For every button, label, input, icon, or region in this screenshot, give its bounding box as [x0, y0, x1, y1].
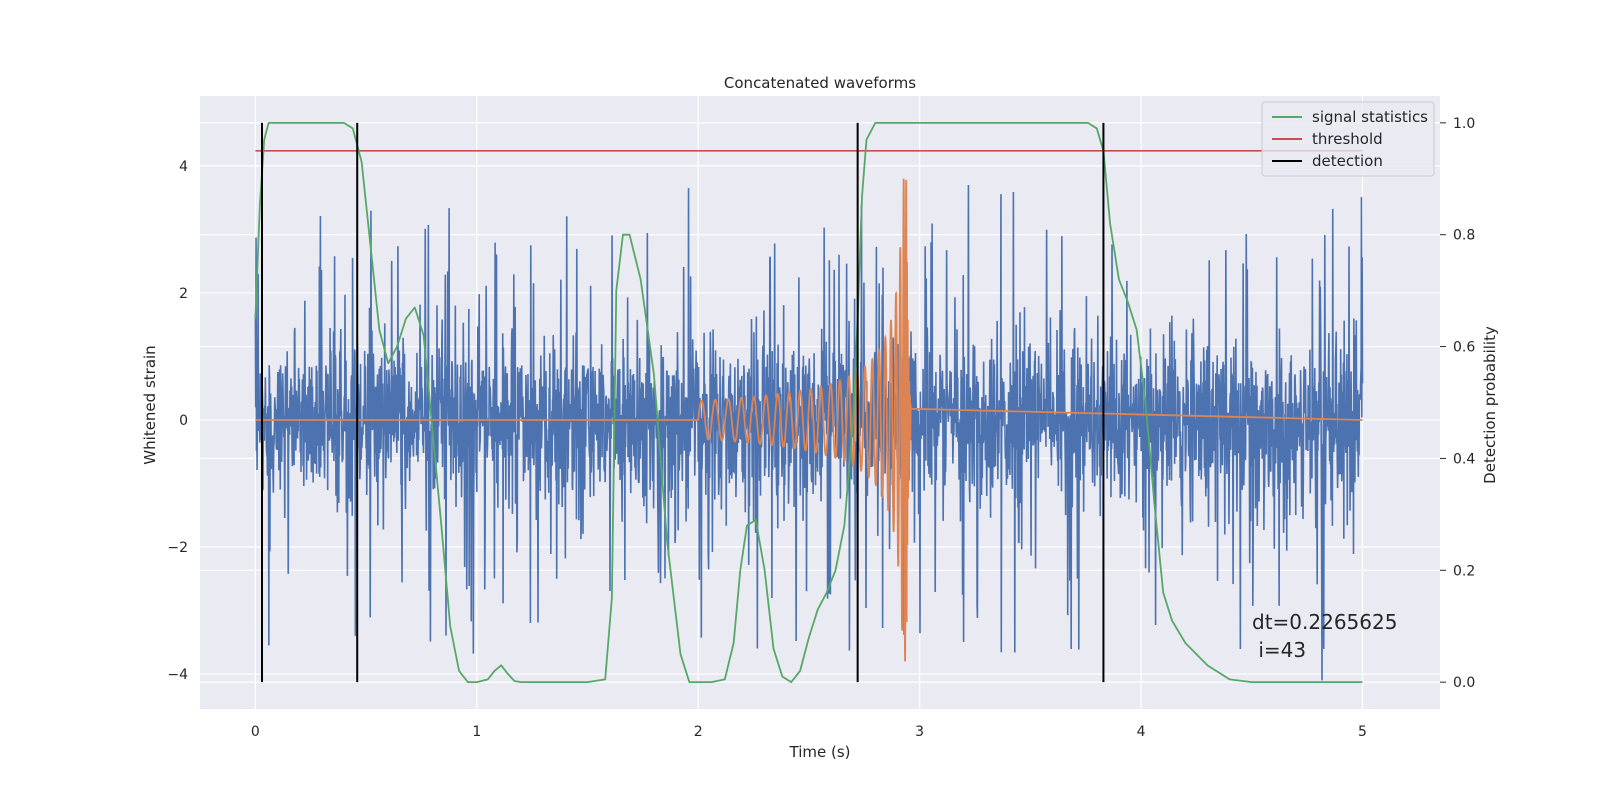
annotation-line-2: i=43: [1252, 638, 1306, 662]
y2-tick-label-4: 0.8: [1453, 228, 1475, 244]
y2-tick-label-1: 0.2: [1453, 563, 1475, 579]
x-tick-label-0: 0: [251, 724, 260, 740]
right-axis-series: [254, 121, 1363, 684]
y-axis-label: Whitened strain: [141, 345, 159, 464]
legend: signal statistics threshold detection: [1261, 101, 1435, 177]
legend-label-detection: detection: [1312, 152, 1383, 170]
chart-title: Concatenated waveforms: [724, 74, 916, 92]
x-tick-label-5: 5: [1358, 724, 1367, 740]
y2-tick-label-5: 1.0: [1453, 116, 1475, 132]
x-axis-label: Time (s): [789, 743, 851, 761]
annotation-line-1: dt=0.2265625: [1252, 610, 1397, 634]
y-tick-label-4: 4: [179, 159, 188, 175]
y-axis-right: 0.0 0.2 0.4 0.6 0.8 1.0: [1440, 116, 1475, 691]
legend-label-signal-statistics: signal statistics: [1312, 108, 1428, 126]
y2-tick-label-3: 0.6: [1453, 340, 1475, 356]
x-tick-label-1: 1: [472, 724, 481, 740]
y-tick-label-0: −4: [167, 667, 188, 683]
y2-tick-label-0: 0.0: [1453, 675, 1475, 691]
annotation: dt=0.2265625 i=43: [1252, 610, 1397, 662]
y2-tick-label-2: 0.4: [1453, 451, 1475, 467]
legend-box: [1261, 101, 1435, 177]
noise-line: [254, 184, 1364, 681]
chirp-line: [255, 178, 1363, 662]
x-tick-label-4: 4: [1137, 724, 1146, 740]
noise-series: [254, 184, 1364, 681]
y-tick-label-1: −2: [167, 540, 188, 556]
legend-label-threshold: threshold: [1312, 130, 1383, 148]
y-tick-label-3: 2: [179, 286, 188, 302]
y-tick-label-2: 0: [179, 413, 188, 429]
x-tick-label-3: 3: [915, 724, 924, 740]
x-axis: 0 1 2 3 4 5: [251, 724, 1367, 740]
chirp-series: [255, 178, 1363, 662]
y2-axis-label: Detection probability: [1481, 326, 1499, 484]
x-tick-label-2: 2: [694, 724, 703, 740]
signal-statistics-line: [254, 121, 1363, 684]
plot-area: [254, 121, 1364, 684]
y-axis-left: −4 −2 0 2 4: [167, 159, 188, 683]
